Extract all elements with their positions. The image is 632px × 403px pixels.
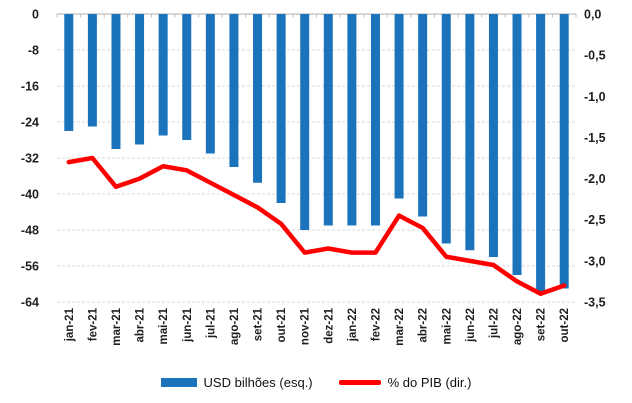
bar-abr-22 [418,14,428,217]
svg-text:mar-21: mar-21 [111,307,123,345]
svg-text:out-22: out-22 [559,308,571,343]
svg-text:dez-21: dez-21 [323,307,335,343]
bar-abr-21 [135,14,145,145]
svg-text:-48: -48 [21,224,39,238]
bar-out-22 [559,14,569,289]
svg-text:abr-21: abr-21 [135,307,147,342]
svg-text:mai-21: mai-21 [158,307,170,344]
svg-text:ago-21: ago-21 [229,307,241,345]
bar-mar-21 [111,14,121,149]
svg-text:set-21: set-21 [253,307,265,341]
svg-text:-1,5: -1,5 [584,131,606,145]
bar-series [64,14,569,293]
bar-mai-21 [158,14,168,136]
right-axis-labels: 0,0 -0,5 -1,0 -1,5 -2,0 -2,5 -3,0 -3,5 [584,8,606,310]
svg-text:-1,0: -1,0 [584,90,606,104]
svg-text:abr-22: abr-22 [418,308,430,343]
svg-text:mai-22: mai-22 [441,308,453,344]
svg-text:-64: -64 [21,296,39,310]
line-series-swatch-icon [338,380,381,385]
legend-item-line-series: % do PIB (dir.) [338,375,472,390]
svg-text:-32: -32 [21,152,39,166]
line-series-label: % do PIB (dir.) [387,375,472,390]
top-axis [56,13,577,18]
svg-text:nov-21: nov-21 [300,307,312,345]
bar-nov-21 [300,14,310,230]
bar-jan-21 [64,14,74,131]
svg-text:0,0: 0,0 [584,8,601,22]
bar-fev-21 [87,14,97,127]
bar-jan-22 [347,14,357,226]
svg-text:out-21: out-21 [276,307,288,342]
bar-series-swatch-icon [160,378,197,387]
left-axis-labels: 0 -8 -16 -24 -32 -40 -48 -56 -64 [21,8,39,310]
svg-text:jul-21: jul-21 [205,307,217,339]
svg-text:jan-21: jan-21 [64,307,76,342]
bar-out-21 [276,14,286,203]
svg-text:fev-21: fev-21 [87,307,99,341]
svg-text:-3,5: -3,5 [584,296,606,310]
bar-jun-22 [465,14,475,251]
bar-jul-22 [488,14,498,257]
svg-text:jun-22: jun-22 [465,308,477,343]
bar-ago-21 [229,14,239,167]
combo-chart-canvas: 0 -8 -16 -24 -32 -40 -48 -56 -64 0,0 -0,5 -1,0 -1,5 -… [21,8,606,346]
chart-legend: USD bilhões (esq.) % do PIB (dir.) [0,375,632,390]
bar-series-label: USD bilhões (esq.) [203,375,313,390]
gridlines [57,49,576,303]
bar-set-22 [536,14,546,293]
svg-text:-2,5: -2,5 [584,213,606,227]
bar-ago-22 [512,14,522,275]
svg-text:-56: -56 [21,260,39,274]
svg-text:fev-22: fev-22 [370,308,382,341]
svg-text:-40: -40 [21,188,39,202]
bar-jun-21 [182,14,192,140]
svg-text:-2,0: -2,0 [584,172,606,186]
svg-text:-8: -8 [28,44,39,58]
bar-set-21 [253,14,263,183]
bar-fev-22 [370,14,380,226]
line-series [66,155,567,297]
bar-mai-22 [441,14,451,244]
svg-text:-3,0: -3,0 [584,254,606,268]
svg-text:-16: -16 [21,80,39,94]
svg-text:jan-22: jan-22 [347,308,359,342]
svg-text:0: 0 [32,8,39,22]
svg-text:jun-21: jun-21 [182,307,194,342]
svg-text:ago-22: ago-22 [512,308,524,345]
svg-text:mar-22: mar-22 [394,308,406,346]
svg-text:jul-22: jul-22 [488,308,500,339]
legend-item-bar-series: USD bilhões (esq.) [160,375,313,390]
bar-jul-21 [205,14,215,154]
svg-text:set-22: set-22 [536,308,548,341]
bar-dez-21 [323,14,333,226]
svg-text:-0,5: -0,5 [584,49,606,63]
x-axis-labels: jan-21 fev-21 mar-21 abr-21 mai-21 jun-21 jul-… [64,307,571,345]
bar-mar-22 [394,14,404,199]
svg-text:-24: -24 [21,116,39,130]
